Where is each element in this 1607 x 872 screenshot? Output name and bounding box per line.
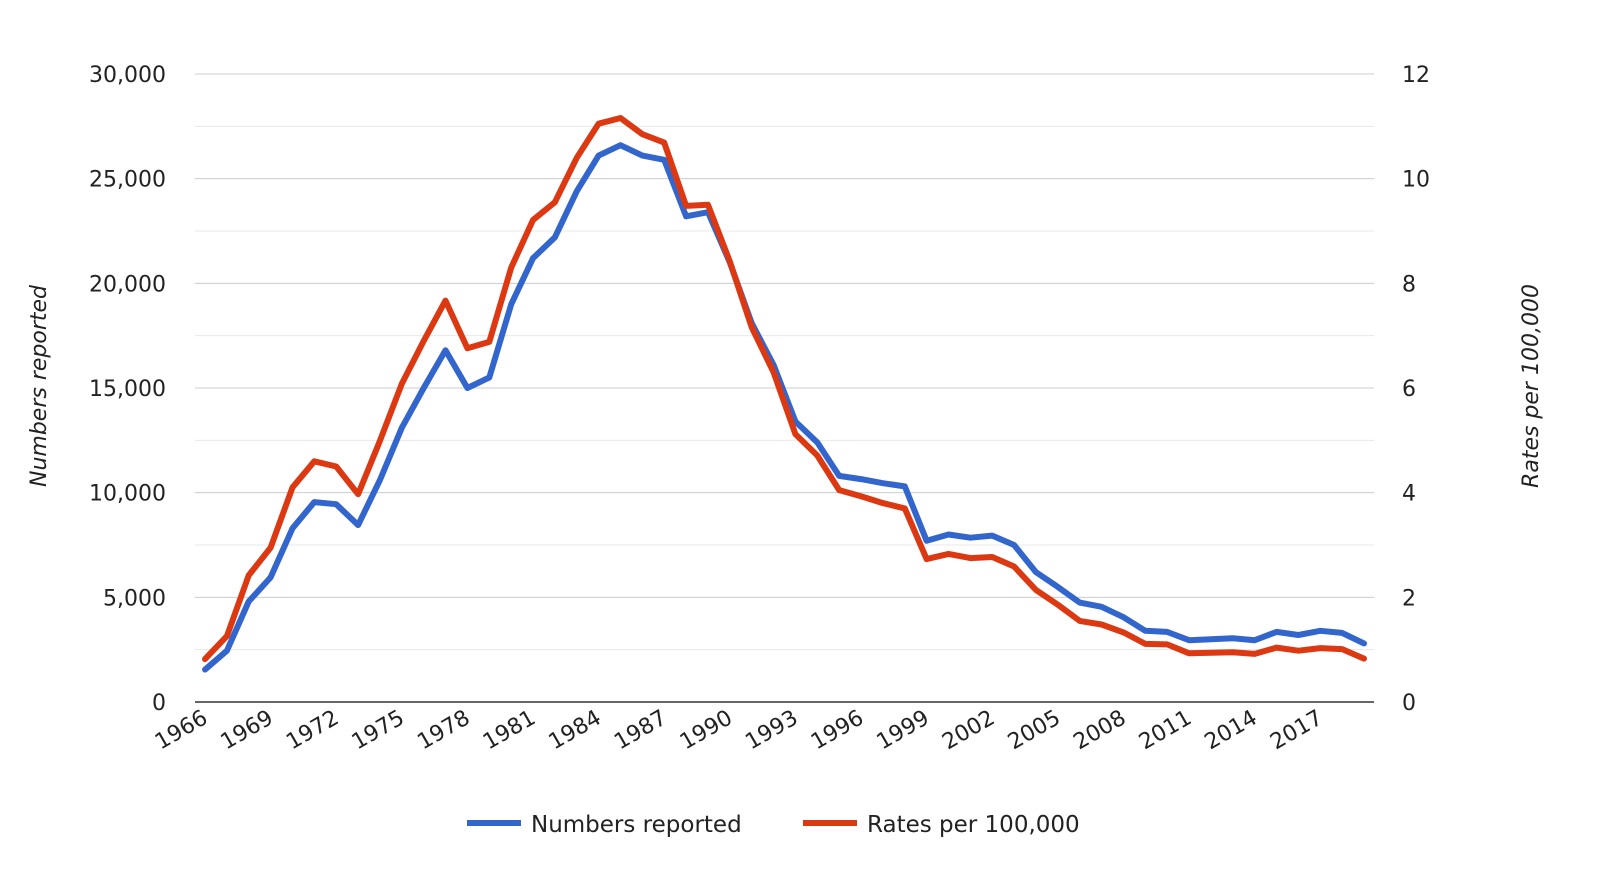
x-tick-label: 1975 xyxy=(348,706,409,756)
x-tick-label: 1996 xyxy=(807,706,868,756)
x-tick-label: 2005 xyxy=(1004,706,1065,756)
right-tick-label: 4 xyxy=(1402,482,1416,507)
legend-label-rates: Rates per 100,000 xyxy=(867,812,1080,838)
x-tick-label: 1969 xyxy=(217,706,278,756)
x-tick-label: 2017 xyxy=(1266,706,1327,756)
x-tick-label: 1990 xyxy=(676,706,737,756)
right-tick-label: 6 xyxy=(1402,377,1416,402)
x-tick-label: 1972 xyxy=(282,706,343,756)
left-tick-label: 5,000 xyxy=(103,586,166,611)
right-axis-title: Rates per 100,000 xyxy=(1519,284,1544,488)
series-line-rates-per-100000 xyxy=(202,115,1367,663)
left-tick-label: 25,000 xyxy=(89,168,166,193)
left-tick-label: 10,000 xyxy=(89,482,166,507)
legend-label-numbers: Numbers reported xyxy=(531,812,742,838)
x-tick-label: 2011 xyxy=(1135,706,1196,756)
x-tick-label: 1978 xyxy=(413,706,474,756)
x-tick-label: 1981 xyxy=(479,706,540,756)
right-tick-label: 10 xyxy=(1402,168,1430,193)
left-tick-label: 30,000 xyxy=(89,63,166,88)
gridlines xyxy=(195,73,1374,651)
legend-item-numbers[interactable]: Numbers reported xyxy=(467,812,742,838)
left-tick-label: 0 xyxy=(152,691,166,716)
left-axis-title: Numbers reported xyxy=(27,284,52,487)
x-tick-label: 2002 xyxy=(938,706,999,756)
x-axis-ticks: 1966 1969 1972 1975 1978 1981 1984 1987 1990 1993… xyxy=(151,706,1327,756)
left-axis-ticks: 0 5,000 10,000 15,000 20,000 25,000 30,000 xyxy=(89,63,166,716)
x-tick-label: 1999 xyxy=(873,706,934,756)
right-tick-label: 8 xyxy=(1402,272,1416,297)
right-tick-label: 0 xyxy=(1402,691,1416,716)
left-tick-label: 15,000 xyxy=(89,377,166,402)
right-tick-label: 2 xyxy=(1402,586,1416,611)
x-tick-label: 1987 xyxy=(610,706,671,756)
legend: Numbers reported Rates per 100,000 xyxy=(467,812,1080,838)
x-tick-label: 2008 xyxy=(1069,706,1130,756)
right-tick-label: 12 xyxy=(1402,63,1430,88)
x-tick-label: 1984 xyxy=(545,706,606,756)
series-lines xyxy=(202,115,1367,673)
left-tick-label: 20,000 xyxy=(89,272,166,297)
right-axis-ticks: 0 2 4 6 8 10 12 xyxy=(1402,63,1430,716)
x-tick-label: 1993 xyxy=(741,706,802,756)
legend-item-rates[interactable]: Rates per 100,000 xyxy=(803,812,1080,838)
x-tick-label: 2014 xyxy=(1201,706,1262,756)
series-line-numbers-reported xyxy=(202,142,1367,673)
